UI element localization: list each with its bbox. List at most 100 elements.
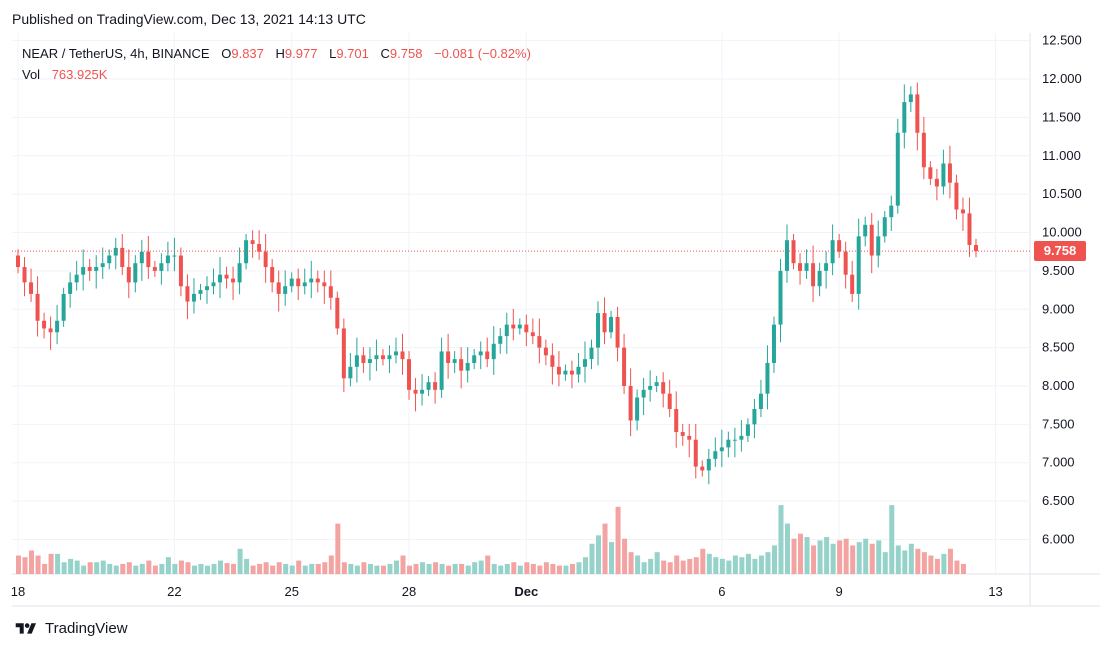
candle-body [921, 132, 926, 168]
candle [895, 118, 900, 214]
open-value: 9.837 [231, 46, 264, 61]
candle [687, 423, 692, 458]
candle [68, 272, 73, 308]
candle-body [276, 282, 281, 294]
volume-bar [876, 540, 882, 574]
volume-bar [354, 565, 360, 574]
candle [452, 351, 457, 373]
volume-bar [778, 505, 784, 574]
candle-body [133, 263, 138, 283]
candle [856, 218, 861, 310]
candle [758, 379, 763, 418]
candle-body [211, 282, 216, 287]
candle [165, 241, 170, 272]
candle [498, 328, 503, 354]
candle [87, 258, 92, 281]
tradingview-brand[interactable]: TradingView [13, 620, 128, 637]
candle-body [165, 255, 170, 264]
candle-body [856, 236, 861, 294]
candle-body [537, 336, 542, 348]
candle-body [237, 263, 242, 283]
candle [745, 418, 750, 443]
candle-body [250, 240, 255, 245]
candle-body [361, 355, 366, 363]
volume-bar [654, 552, 660, 574]
published-header: Published on TradingView.com, Dec 13, 20… [12, 11, 366, 27]
y-tick-label: 8.000 [1042, 378, 1075, 393]
volume-bar [856, 542, 862, 574]
volume-bar [289, 565, 295, 574]
candle [563, 364, 568, 381]
candle [400, 333, 405, 375]
candle-body [837, 240, 842, 252]
volume-value: 763.925K [51, 67, 108, 82]
candle-body [322, 282, 327, 287]
volume-bar [752, 558, 758, 574]
candle [934, 168, 939, 201]
volume-bar [524, 562, 530, 574]
volume-bar [16, 555, 21, 574]
volume-bar [387, 563, 393, 574]
candle [596, 301, 601, 366]
volume-bar [550, 563, 556, 574]
volume-bar [81, 565, 87, 574]
candle [393, 337, 398, 364]
candle [524, 314, 529, 347]
volume-bar [263, 562, 269, 574]
candle [159, 253, 164, 285]
volume-bar [882, 552, 888, 574]
volume-bar [159, 563, 165, 574]
candle-body [758, 393, 763, 410]
candle-body [960, 209, 965, 214]
close-label: C [380, 46, 390, 61]
volume-bar [863, 538, 869, 574]
volume-bar [472, 562, 478, 574]
candle [218, 257, 223, 299]
candle-body [459, 359, 464, 371]
candle [224, 266, 229, 289]
volume-bar [563, 565, 569, 574]
candle [491, 326, 496, 375]
candle-body [413, 389, 418, 394]
volume-bar [178, 560, 184, 574]
volume-bar [739, 557, 745, 574]
volume-bar [843, 538, 849, 574]
volume-bar [35, 555, 41, 574]
candle [211, 268, 216, 295]
candle [146, 235, 151, 279]
candle-body [732, 439, 737, 441]
volume-bar [667, 562, 673, 574]
candle [589, 339, 594, 370]
candle-body [511, 324, 516, 329]
close-value: 9.758 [389, 46, 423, 61]
low-label: L [329, 46, 337, 61]
volume-bar [74, 560, 80, 574]
candle-body [16, 255, 20, 268]
candle-body [850, 274, 855, 294]
volume-bar [485, 555, 491, 574]
volume-bar [68, 558, 74, 574]
x-tick-label: 22 [167, 584, 181, 599]
volume-bar [928, 555, 934, 574]
candle [504, 312, 509, 354]
candle-body [576, 366, 581, 375]
candle [426, 376, 431, 396]
volume-bar [954, 560, 960, 574]
candle-body [380, 355, 385, 360]
volume-bar [270, 565, 276, 574]
ohlc-legend-row: NEAR / TetherUS, 4h, BINANCE O9.837 H9.9… [22, 45, 531, 66]
candle [341, 318, 346, 393]
candle-body [348, 366, 353, 379]
volume-bar [322, 562, 328, 574]
candle [413, 377, 418, 412]
candle [100, 247, 105, 279]
candle-body [87, 267, 92, 271]
candle [798, 253, 803, 285]
y-tick-label: 9.500 [1042, 263, 1075, 278]
candle [706, 448, 711, 485]
candle-body [674, 409, 679, 433]
candle [960, 197, 965, 231]
candle-body [22, 267, 27, 283]
